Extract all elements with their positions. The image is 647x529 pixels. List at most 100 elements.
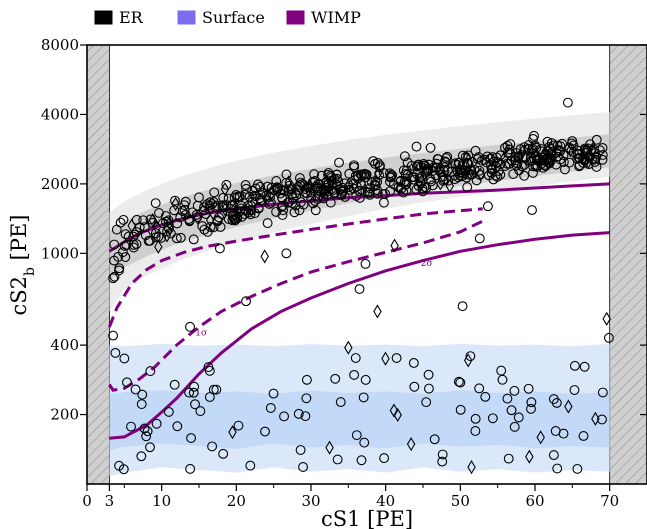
event-marker-702 (564, 399, 573, 414)
event-marker-352 (262, 218, 273, 229)
event-marker-27 (597, 154, 608, 165)
series-line-3 (109, 231, 610, 440)
event-marker-529 (145, 214, 156, 225)
event-marker-575 (462, 150, 471, 165)
y-tick-label-4: 4000 (41, 105, 79, 123)
event-marker-478 (398, 165, 409, 176)
event-marker-504 (232, 213, 243, 224)
event-marker-588 (436, 176, 445, 191)
event-marker-568 (500, 150, 509, 166)
event-marker-400 (264, 199, 275, 209)
band-label-0: 1σ (195, 329, 207, 339)
y-tick-label-1: 400 (50, 336, 79, 354)
y-axis-title-main: cS2 (7, 276, 31, 316)
event-marker-695 (536, 430, 545, 445)
event-marker-518 (542, 152, 553, 163)
event-marker-615 (597, 387, 608, 398)
event-marker-508 (160, 211, 171, 221)
x-tick-label-2: 10 (152, 492, 171, 510)
event-marker-602 (151, 418, 162, 429)
event-marker-642 (145, 442, 155, 453)
event-marker-725 (603, 332, 614, 343)
event-marker-515 (184, 216, 195, 227)
event-marker-631 (172, 421, 183, 432)
event-marker-591 (205, 213, 215, 228)
event-marker-398 (334, 157, 344, 168)
event-marker-176 (411, 161, 422, 172)
y-axis-title-unit: [PE] (7, 214, 31, 267)
event-marker-598 (581, 144, 591, 159)
event-marker-703 (381, 351, 390, 366)
band-label-1: 2σ (421, 259, 433, 269)
event-marker-496 (542, 154, 553, 164)
event-marker-525 (234, 191, 245, 202)
event-marker-463 (487, 152, 498, 163)
event-marker-256 (350, 171, 361, 182)
event-marker-507 (377, 189, 388, 200)
event-marker-646 (295, 445, 306, 455)
event-marker-249 (271, 182, 282, 193)
event-marker-408 (406, 160, 417, 171)
event-marker-669 (208, 384, 219, 395)
event-marker-675 (139, 423, 150, 434)
event-marker-633 (509, 421, 520, 432)
event-marker-627 (356, 455, 367, 466)
event-marker-205 (462, 182, 473, 193)
event-marker-320 (249, 190, 260, 201)
event-marker-492 (245, 209, 256, 220)
event-marker-540 (123, 231, 134, 242)
event-marker-558 (449, 170, 460, 181)
event-marker-227 (169, 205, 180, 216)
event-marker-524 (433, 154, 444, 165)
event-marker-715 (373, 304, 382, 319)
event-marker-556 (551, 159, 562, 170)
event-marker-688 (207, 441, 218, 452)
event-marker-536 (294, 180, 305, 190)
event-marker-658 (245, 460, 256, 471)
event-marker-726 (281, 248, 292, 259)
event-marker-263 (450, 158, 460, 169)
x-tick-label-6: 50 (451, 492, 470, 510)
event-marker-616 (268, 388, 279, 399)
event-marker-490 (344, 184, 355, 195)
event-marker-477 (249, 208, 260, 219)
event-marker-403 (109, 255, 120, 266)
event-marker-653 (136, 399, 147, 410)
event-marker-98 (308, 198, 319, 209)
event-marker-622 (136, 451, 147, 462)
event-marker-142 (229, 192, 240, 203)
event-marker-692 (597, 414, 607, 425)
event-marker-565 (533, 153, 543, 168)
event-marker-700 (406, 437, 416, 452)
event-marker-623 (526, 397, 537, 408)
event-marker-431 (205, 197, 216, 208)
event-marker-546 (131, 239, 142, 250)
y-tick-label-2: 1000 (41, 244, 79, 262)
event-marker-314 (221, 179, 232, 190)
event-marker-686 (188, 387, 199, 398)
event-marker-424 (427, 180, 438, 191)
event-marker-311 (325, 197, 336, 208)
event-marker-701 (393, 407, 402, 423)
data-points (108, 97, 614, 475)
event-marker-272 (368, 156, 379, 166)
event-marker-721 (483, 201, 493, 212)
event-marker-337 (413, 180, 424, 191)
event-marker-587 (154, 239, 163, 254)
event-marker-713 (241, 296, 251, 307)
event-marker-670 (523, 383, 534, 394)
event-marker-601 (359, 437, 370, 448)
event-marker-635 (332, 454, 343, 465)
event-marker-473 (333, 176, 344, 187)
event-marker-365 (329, 188, 340, 199)
event-marker-614 (455, 404, 466, 415)
event-marker-161 (463, 150, 474, 161)
event-marker-419 (411, 141, 422, 152)
event-marker-595 (445, 178, 455, 194)
event-marker-296 (109, 239, 120, 250)
event-marker-511 (271, 176, 282, 186)
event-marker-340 (204, 200, 215, 211)
event-marker-422 (120, 252, 131, 263)
event-marker-442 (247, 196, 258, 207)
event-marker-472 (214, 212, 224, 223)
